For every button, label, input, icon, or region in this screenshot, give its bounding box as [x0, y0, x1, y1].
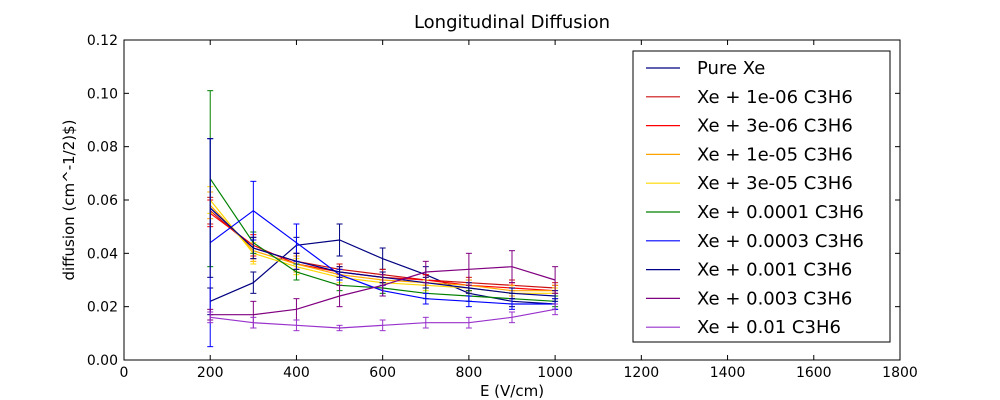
y-tick-label: 0.00 [87, 353, 118, 369]
legend-item-8: Xe + 0.003 C3H6 [646, 288, 852, 309]
legend-item-0: Pure Xe [646, 58, 765, 79]
error-bar [465, 295, 472, 308]
chart-title: Longitudinal Diffusion [414, 12, 610, 33]
y-tick-label: 0.04 [87, 246, 118, 262]
error-bar [336, 284, 343, 308]
error-bar [509, 250, 515, 284]
y-tick-label: 0.10 [87, 86, 118, 102]
error-bar [250, 180, 257, 241]
series-layer [207, 90, 559, 348]
error-bar [422, 260, 429, 284]
legend-box [632, 50, 891, 343]
error-bar [379, 247, 386, 270]
legend-label: Xe + 0.001 C3H6 [697, 260, 852, 281]
y-tick-label: 0.06 [87, 193, 118, 209]
y-tick-label: 0.12 [87, 33, 118, 49]
error-bar [250, 236, 257, 260]
legend-label: Xe + 3e-05 C3H6 [697, 173, 853, 194]
legend: Pure Xe Xe + 1e-06 C3H6 Xe + 3e-06 C3H6 Xe … [632, 50, 891, 343]
legend-item-9: Xe + 0.01 C3H6 [646, 317, 841, 338]
series-6 [207, 138, 559, 348]
legend-label: Xe + 0.0001 C3H6 [697, 202, 864, 223]
error-bar [293, 319, 300, 332]
x-tick-label: 200 [197, 365, 224, 381]
legend-item-4: Xe + 3e-05 C3H6 [646, 173, 853, 194]
legend-label: Xe + 1e-06 C3H6 [697, 87, 853, 108]
legend-item-5: Xe + 0.0001 C3H6 [646, 202, 864, 223]
x-tick-label: 600 [369, 365, 396, 381]
legend-item-3: Xe + 1e-05 C3H6 [646, 144, 853, 165]
ticks-layer: 0 200 400 600 800 1000 1200 1400 1600 1800 0.00 0.0… [87, 33, 918, 381]
plot-area-frame [123, 39, 901, 361]
x-tick-label: 1800 [882, 365, 918, 381]
error-bar [207, 138, 214, 278]
error-bar [552, 266, 559, 294]
error-bar [422, 292, 429, 305]
legend-label: Xe + 3e-06 C3H6 [697, 116, 853, 137]
error-bar [465, 316, 472, 329]
error-bar [552, 303, 559, 316]
y-tick-label: 0.02 [87, 300, 118, 316]
error-bar [293, 252, 300, 270]
error-bar [250, 271, 257, 294]
x-tick-label: 400 [283, 365, 310, 381]
x-tick-label: 1000 [537, 365, 573, 381]
legend-item-2: Xe + 3e-06 C3H6 [646, 116, 853, 137]
error-bar [422, 316, 429, 329]
legend-label: Xe + 0.003 C3H6 [697, 288, 852, 309]
legend-item-6: Xe + 0.0003 C3H6 [646, 231, 864, 252]
error-bar [250, 316, 257, 329]
legend-label: Xe + 1e-05 C3H6 [697, 144, 853, 165]
x-tick-label: 1400 [710, 365, 746, 381]
series-9 [207, 303, 559, 332]
x-tick-label: 0 [120, 365, 129, 381]
legend-item-7: Xe + 0.001 C3H6 [646, 260, 852, 281]
y-tick-label: 0.08 [87, 140, 118, 156]
error-bar [379, 319, 386, 332]
series-8 [207, 250, 559, 329]
y-axis-label: diffusion (cm^-1/2)$) [60, 119, 78, 280]
legend-label: Pure Xe [697, 58, 765, 79]
x-tick-label: 800 [456, 365, 483, 381]
error-bar [207, 311, 214, 324]
x-tick-label: 1600 [796, 365, 832, 381]
error-bar [336, 223, 343, 257]
x-axis-label: E (V/cm) [480, 382, 544, 400]
legend-item-1: Xe + 1e-06 C3H6 [646, 87, 853, 108]
x-tick-label: 1200 [624, 365, 660, 381]
error-bar [509, 311, 515, 324]
legend-label: Xe + 0.0003 C3H6 [697, 231, 864, 252]
error-bar [336, 266, 343, 278]
error-bar [336, 324, 343, 332]
error-bar [509, 287, 515, 300]
error-bar [379, 274, 386, 297]
legend-label: Xe + 0.01 C3H6 [697, 317, 841, 338]
error-bar [465, 252, 472, 286]
